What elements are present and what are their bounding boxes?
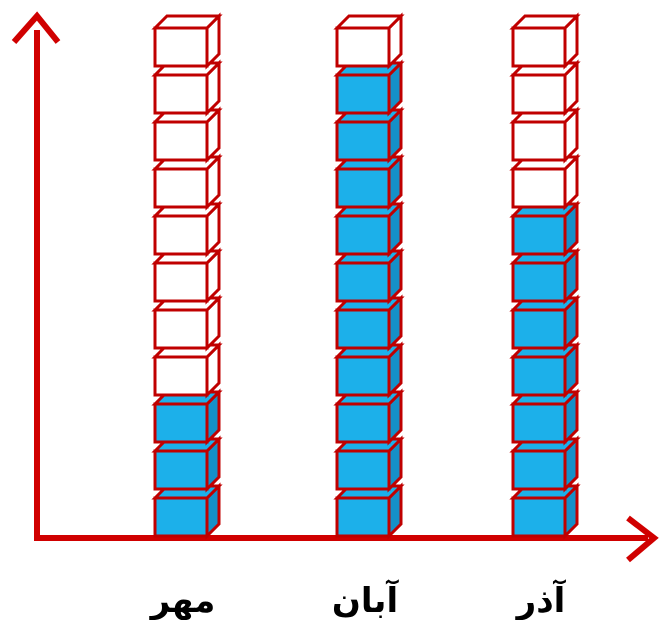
empty-cube: [509, 59, 581, 117]
empty-cube: [151, 294, 223, 352]
empty-cube: [509, 12, 581, 70]
empty-cube: [333, 12, 405, 70]
cube-front-face: [153, 26, 209, 68]
cube-front-face: [335, 167, 391, 209]
filled-cube: [333, 106, 405, 164]
filled-cube: [151, 482, 223, 540]
cube-front-face: [335, 449, 391, 491]
cube-front-face: [511, 120, 567, 162]
empty-cube: [151, 200, 223, 258]
filled-cube: [509, 388, 581, 446]
filled-cube: [151, 388, 223, 446]
cube-front-face: [153, 167, 209, 209]
cube-front-face: [153, 120, 209, 162]
empty-cube: [151, 153, 223, 211]
cube-front-face: [335, 26, 391, 68]
filled-cube: [333, 341, 405, 399]
empty-cube: [151, 247, 223, 305]
y-axis-arrowhead: [11, 11, 61, 44]
cube-top-face: [509, 14, 581, 30]
cube-top-face: [151, 14, 223, 30]
filled-cube: [333, 294, 405, 352]
cube-front-face: [511, 308, 567, 350]
cube-front-face: [335, 73, 391, 115]
filled-cube: [333, 388, 405, 446]
filled-cube: [151, 435, 223, 493]
cube-columns: [151, 12, 581, 540]
cube-column-1: [333, 12, 405, 540]
cube-column-0: [151, 12, 223, 540]
cube-front-face: [153, 355, 209, 397]
cube-front-face: [335, 496, 391, 538]
cube-front-face: [335, 355, 391, 397]
filled-cube: [333, 247, 405, 305]
category-label-azar: آذر: [515, 579, 567, 620]
cube-front-face: [511, 355, 567, 397]
cube-front-face: [511, 214, 567, 256]
cube-front-face: [511, 261, 567, 303]
filled-cube: [333, 153, 405, 211]
cube-front-face: [153, 214, 209, 256]
x-axis-arrowhead: [626, 515, 659, 563]
filled-cube: [509, 200, 581, 258]
cube-column-2: [509, 12, 581, 540]
cube-front-face: [511, 449, 567, 491]
filled-cube: [509, 482, 581, 540]
category-label-aban: آبان: [332, 579, 400, 620]
filled-cube: [509, 294, 581, 352]
cube-front-face: [335, 402, 391, 444]
cube-front-face: [511, 73, 567, 115]
empty-cube: [151, 59, 223, 117]
cube-front-face: [511, 402, 567, 444]
filled-cube: [333, 435, 405, 493]
filled-cube: [509, 435, 581, 493]
cube-front-face: [153, 308, 209, 350]
cube-top-face: [333, 14, 405, 30]
filled-cube: [333, 482, 405, 540]
cube-front-face: [511, 496, 567, 538]
filled-cube: [333, 200, 405, 258]
empty-cube: [151, 106, 223, 164]
empty-cube: [151, 12, 223, 70]
chart-axes: [11, 11, 659, 563]
cube-front-face: [153, 496, 209, 538]
cube-front-face: [335, 261, 391, 303]
cube-front-face: [335, 308, 391, 350]
category-labels: مهر آبان آذر: [149, 579, 567, 620]
cube-front-face: [335, 214, 391, 256]
cube-front-face: [511, 26, 567, 68]
filled-cube: [509, 341, 581, 399]
empty-cube: [151, 341, 223, 399]
filled-cube: [333, 59, 405, 117]
filled-cube: [509, 247, 581, 305]
cube-front-face: [153, 73, 209, 115]
empty-cube: [509, 106, 581, 164]
cube-front-face: [511, 167, 567, 209]
category-label-mehr: مهر: [149, 581, 216, 620]
cube-front-face: [153, 402, 209, 444]
cube-front-face: [153, 261, 209, 303]
empty-cube: [509, 153, 581, 211]
cube-front-face: [335, 120, 391, 162]
cube-front-face: [153, 449, 209, 491]
